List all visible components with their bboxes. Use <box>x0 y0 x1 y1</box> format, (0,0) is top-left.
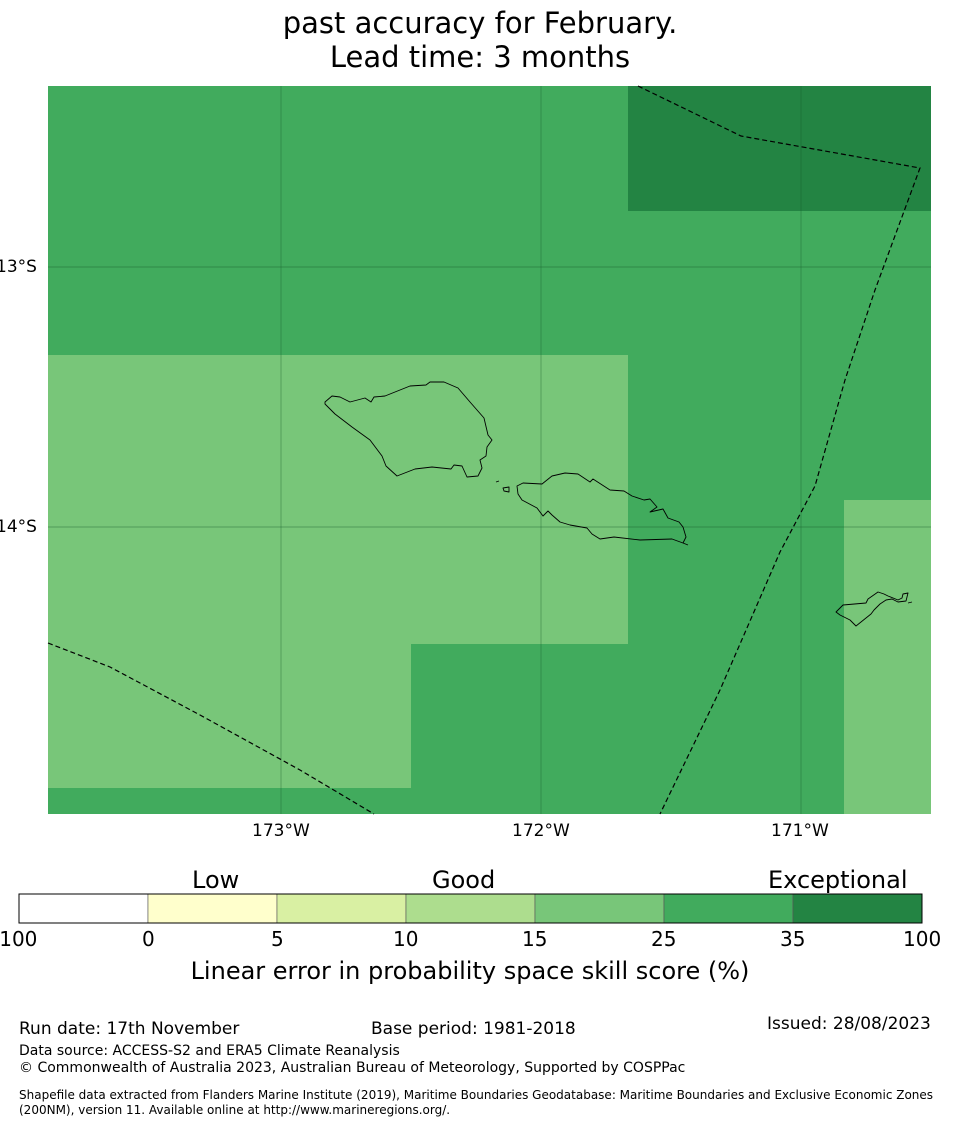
colorbar-tick-label: 25 <box>651 927 677 951</box>
colorbar-segment <box>147 893 278 924</box>
skill-map <box>47 85 931 815</box>
savaii-island <box>324 381 493 478</box>
y-tick-label: 14°S <box>0 517 37 537</box>
colorbar-tick-label: 10 <box>393 927 419 951</box>
colorbar-segment <box>18 893 149 924</box>
category-exceptional: Exceptional <box>768 866 908 894</box>
upolu-island <box>516 472 687 544</box>
gridlines <box>48 86 931 814</box>
skill-grid-cells <box>48 86 931 814</box>
shapefile-credit-line-2: (200NM), version 11. Available online at… <box>19 1103 451 1117</box>
aunuu-islet <box>907 601 913 604</box>
colorbar <box>18 893 923 924</box>
colorbar-tick-label: 15 <box>522 927 548 951</box>
shapefile-credit-line-1: Shapefile data extracted from Flanders M… <box>19 1088 934 1102</box>
map-title-line-1: past accuracy for February. <box>282 6 678 40</box>
tutuila-island <box>835 591 909 627</box>
colorbar-segment <box>276 893 407 924</box>
colorbar-segment <box>534 893 665 924</box>
category-good: Good <box>432 866 496 894</box>
category-low: Low <box>192 866 240 894</box>
colorbar-title: Linear error in probability space skill … <box>190 957 750 985</box>
colorbar-segment <box>792 893 923 924</box>
y-tick-label: 13°S <box>0 257 37 277</box>
colorbar-tick-label: -100 <box>0 927 38 951</box>
eez-boundary-dashed-line <box>47 85 921 815</box>
colorbar-segment <box>405 893 536 924</box>
apolima-islet <box>495 480 500 483</box>
map-title-line-2: Lead time: 3 months <box>329 40 631 74</box>
exceptional-cell <box>628 86 931 211</box>
colorbar-tick-label: 100 <box>903 927 942 951</box>
issued-date: Issued: 28/08/2023 <box>767 1014 931 1034</box>
colorbar-tick-label: 35 <box>780 927 806 951</box>
coastline-icon <box>324 381 913 627</box>
manono-islet <box>502 486 510 493</box>
x-tick-label: 171°W <box>771 821 829 841</box>
base-period: Base period: 1981-2018 <box>371 1019 576 1039</box>
copyright: © Commonwealth of Australia 2023, Austra… <box>19 1060 686 1076</box>
run-date: Run date: 17th November <box>19 1019 240 1039</box>
good-cell-east <box>844 500 931 814</box>
colorbar-segment <box>663 893 794 924</box>
upolu-tip <box>682 542 689 546</box>
colorbar-outline <box>18 893 923 924</box>
colorbar-tick-label: 0 <box>142 927 155 951</box>
x-tick-label: 172°W <box>512 821 570 841</box>
colorbar-tick-label: 5 <box>271 927 284 951</box>
x-tick-label: 173°W <box>252 821 310 841</box>
good-cell-west <box>48 355 628 644</box>
data-source: Data source: ACCESS-S2 and ERA5 Climate … <box>19 1043 400 1059</box>
good-cell-southwest <box>48 644 411 788</box>
